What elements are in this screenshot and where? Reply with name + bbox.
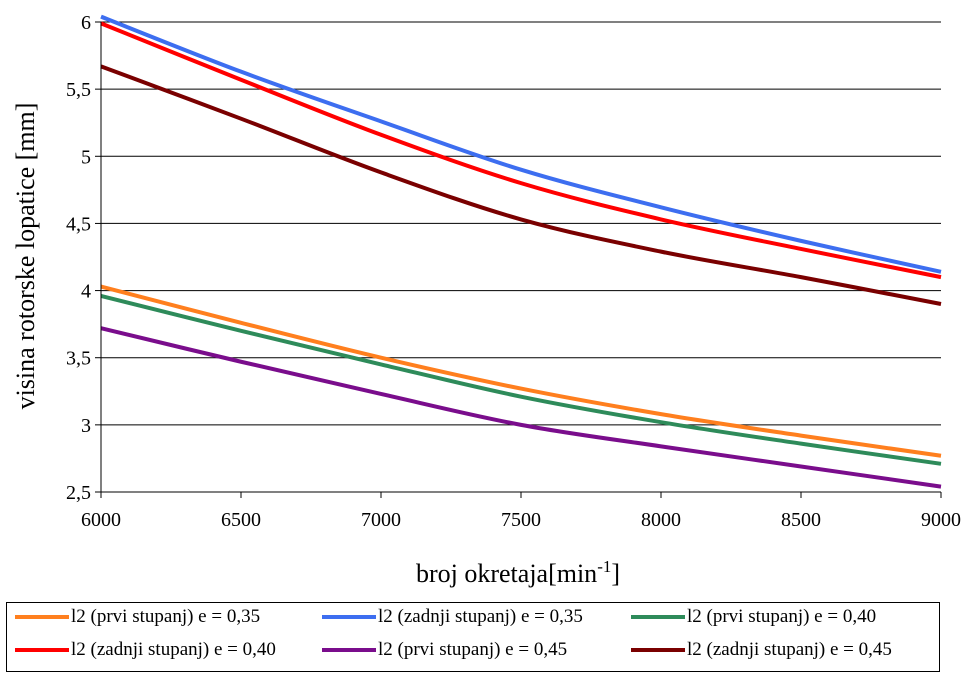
x-axis-unit: [min: [548, 559, 597, 588]
series-line-6: [100, 64, 942, 306]
series-lines: [100, 14, 942, 489]
y-tick-label: 4,5: [66, 213, 91, 235]
legend-item-5: l2 (prvi stupanj) e = 0,45: [322, 639, 567, 661]
legend-label: l2 (zadnji stupanj) e = 0,40: [71, 639, 276, 660]
y-tick-label: 3: [81, 415, 91, 437]
legend-swatch: [15, 615, 69, 619]
line-chart: 2,5 3 3,5 4 4,5 5 5,5 6 6000 6500 7000 7500 8000 8500…: [11, 12, 961, 588]
legend-swatch: [15, 648, 69, 652]
series-line-4: [100, 21, 942, 280]
x-tick-label: 7000: [361, 509, 401, 531]
series-line-2: [100, 14, 942, 274]
axes: [95, 21, 942, 498]
x-axis-title: broj okretaja[min-1]: [416, 557, 620, 588]
grid-lines: [101, 21, 941, 493]
y-tick-label: 5,5: [66, 79, 91, 101]
legend-swatch: [631, 615, 685, 619]
legend-item-3: l2 (prvi stupanj) e = 0,40: [631, 606, 876, 628]
tick-labels: 2,5 3 3,5 4 4,5 5 5,5 6 6000 6500 7000 7500 8000 8500…: [66, 12, 961, 531]
x-axis-unit-close: ]: [611, 559, 620, 588]
y-tick-label: 2,5: [66, 482, 91, 504]
y-tick-label: 6: [81, 12, 91, 34]
series-line-3: [100, 294, 942, 466]
x-tick-label: 9000: [921, 509, 961, 531]
legend-item-1: l2 (prvi stupanj) e = 0,35: [15, 606, 260, 628]
x-tick-label: 6000: [81, 509, 121, 531]
legend: l2 (prvi stupanj) e = 0,35 l2 (zadnji stu…: [6, 602, 940, 672]
legend-item-6: l2 (zadnji stupanj) e = 0,45: [631, 639, 892, 661]
legend-swatch: [631, 648, 685, 652]
x-tick-label: 8000: [641, 509, 681, 531]
x-tick-label: 7500: [501, 509, 541, 531]
legend-label: l2 (prvi stupanj) e = 0,45: [378, 639, 568, 660]
y-tick-label: 4: [81, 281, 91, 303]
legend-swatch: [322, 648, 376, 652]
x-tick-label: 8500: [781, 509, 821, 531]
series-line-5: [100, 326, 942, 489]
legend-label: l2 (zadnji stupanj) e = 0,45: [687, 639, 892, 660]
legend-swatch: [322, 615, 376, 619]
legend-item-2: l2 (zadnji stupanj) e = 0,35: [322, 606, 583, 628]
y-tick-label: 5: [81, 146, 91, 168]
legend-label: l2 (prvi stupanj) e = 0,40: [687, 606, 877, 627]
x-tick-label: 6500: [221, 509, 261, 531]
x-axis-title-text: broj okretaja: [416, 559, 549, 588]
y-axis-title: visina rotorske lopatice [mm]: [11, 103, 40, 410]
legend-label: l2 (prvi stupanj) e = 0,35: [71, 606, 261, 627]
series-line-1: [100, 284, 942, 458]
legend-label: l2 (zadnji stupanj) e = 0,35: [378, 606, 583, 627]
legend-item-4: l2 (zadnji stupanj) e = 0,40: [15, 639, 276, 661]
y-tick-label: 3,5: [66, 348, 91, 370]
x-axis-unit-superscript: -1: [597, 557, 611, 576]
